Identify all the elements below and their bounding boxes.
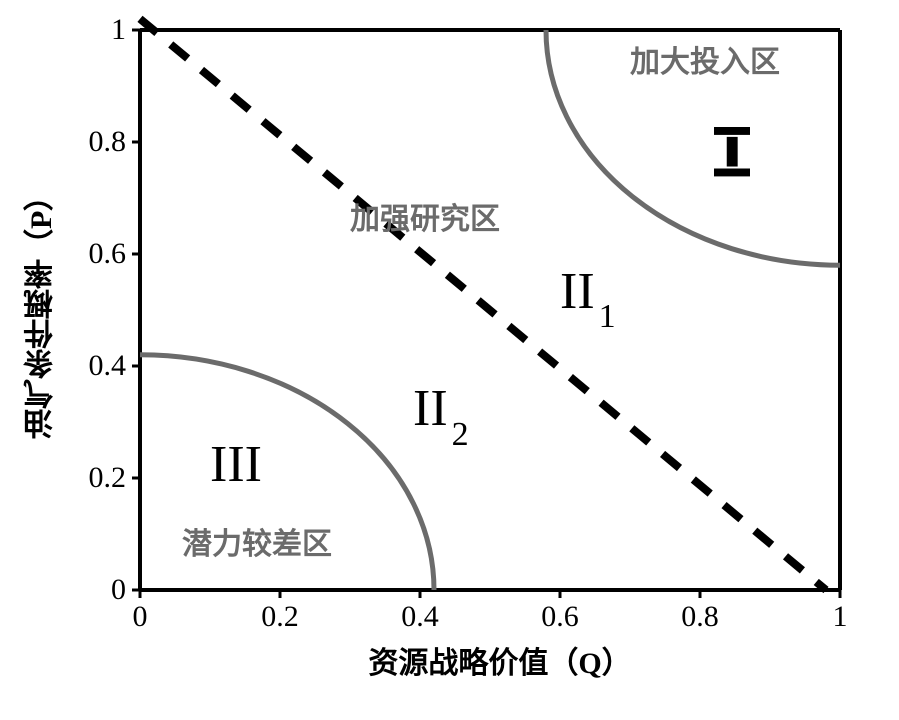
region-label: III <box>210 435 262 494</box>
roman-one-stencil-icon <box>714 127 750 176</box>
y-tick-label: 1 <box>111 13 126 47</box>
region-label: II2 <box>413 379 469 445</box>
zone-label: 潜力较差区 <box>182 519 332 563</box>
x-tick-label: 0.8 <box>670 600 730 634</box>
region-label <box>714 127 750 189</box>
x-tick-label: 0.2 <box>250 600 310 634</box>
region-label: II1 <box>560 262 616 328</box>
plot-area <box>140 30 840 590</box>
x-tick-label: 0.6 <box>530 600 590 634</box>
y-tick-label: 0.4 <box>89 349 127 383</box>
y-tick-label: 0.8 <box>89 125 127 159</box>
y-tick-label: 0 <box>111 573 126 607</box>
zone-label: 加大投入区 <box>630 37 780 81</box>
y-tick-label: 0.2 <box>89 461 127 495</box>
zone-label: 加强研究区 <box>350 194 500 238</box>
y-axis-title: 油气条件概率（P） <box>20 170 64 450</box>
x-tick-label: 1 <box>810 600 870 634</box>
y-tick-label: 0.6 <box>89 237 127 271</box>
x-tick-label: 0.4 <box>390 600 450 634</box>
quadrant-chart: 油气条件概率（P） 资源战略价值（Q） 00.20.40.60.8100.20.… <box>0 0 899 720</box>
x-axis-title: 资源战略价值（Q） <box>350 638 650 682</box>
